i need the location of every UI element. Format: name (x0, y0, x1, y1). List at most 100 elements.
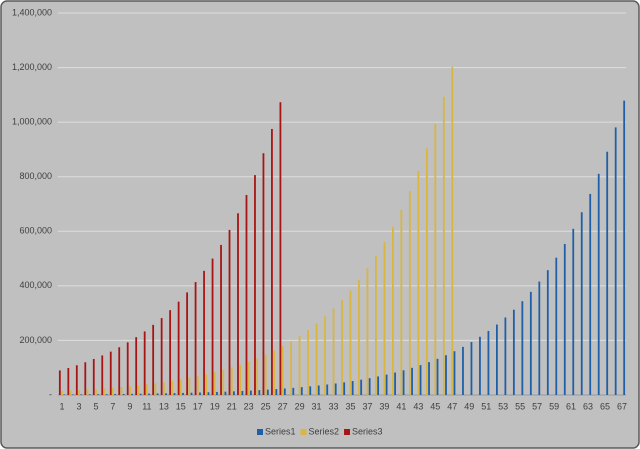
bar (400, 209, 403, 395)
bar (326, 384, 329, 395)
bar (179, 379, 182, 395)
bar (521, 301, 524, 395)
x-tick-label: 7 (110, 401, 115, 411)
bar (623, 100, 626, 395)
x-tick-label: 19 (210, 401, 220, 411)
bar (120, 387, 123, 395)
bar (247, 361, 250, 395)
y-tick-label: 600,000 (19, 226, 52, 236)
bar (283, 388, 286, 395)
bar (281, 346, 284, 395)
legend-marker (257, 429, 263, 435)
bar (300, 387, 303, 395)
bar (230, 367, 233, 395)
x-tick-label: 57 (532, 401, 542, 411)
bar (177, 301, 180, 395)
bar (169, 310, 172, 395)
bar (154, 383, 157, 395)
bar (126, 342, 129, 395)
x-tick-label: 45 (430, 401, 440, 411)
bar (451, 66, 454, 395)
bar (92, 358, 95, 395)
bar (419, 365, 422, 395)
bar (504, 317, 507, 395)
bar (343, 382, 346, 395)
x-tick-label: 43 (413, 401, 423, 411)
bar (165, 393, 167, 395)
x-tick-label: 15 (176, 401, 186, 411)
x-tick-label: 17 (193, 401, 203, 411)
bar (95, 388, 97, 395)
bar (112, 387, 114, 395)
bar (453, 351, 456, 395)
bar (462, 346, 464, 395)
bar (63, 394, 66, 395)
bar (224, 391, 227, 395)
x-tick-label: 13 (159, 401, 169, 411)
y-tick-label: 800,000 (19, 171, 52, 181)
bar (80, 394, 83, 395)
bar (109, 351, 112, 395)
bar (264, 354, 267, 395)
bar (358, 279, 360, 395)
bar (75, 365, 78, 395)
bar (239, 364, 242, 395)
bar (334, 383, 337, 395)
bar (341, 300, 343, 395)
bar (233, 391, 235, 395)
y-tick-label: - (49, 389, 52, 399)
bar (394, 372, 397, 395)
x-tick-label: 41 (396, 401, 406, 411)
bar (145, 384, 148, 395)
bar (262, 153, 265, 395)
bar (173, 393, 176, 395)
x-tick-label: 65 (600, 401, 610, 411)
bar (148, 393, 150, 395)
bar (190, 392, 193, 395)
bar (496, 324, 498, 395)
x-tick-label: 21 (227, 401, 237, 411)
bar (351, 381, 354, 395)
bar (436, 358, 439, 395)
bar (580, 212, 583, 395)
bar (97, 394, 100, 395)
bar (194, 282, 197, 395)
bar (375, 255, 377, 395)
bar (71, 394, 74, 395)
x-tick-label: 51 (481, 401, 491, 411)
bar (487, 330, 490, 395)
bar (392, 226, 394, 395)
bar (470, 342, 473, 395)
bar (129, 386, 131, 395)
bar (156, 393, 159, 395)
bar (245, 194, 248, 395)
bar (137, 385, 140, 395)
x-tick-label: 55 (515, 401, 525, 411)
bar (332, 308, 335, 395)
x-tick-label: 1 (60, 401, 65, 411)
x-tick-label: 27 (278, 401, 288, 411)
bar (143, 331, 146, 395)
bar (222, 369, 225, 395)
bar (171, 380, 174, 395)
bar (273, 350, 276, 395)
bar (563, 243, 566, 395)
bar (317, 385, 320, 395)
bar (411, 367, 413, 395)
bar (216, 391, 218, 395)
bar (479, 336, 481, 395)
bar (597, 173, 600, 395)
x-tick-label: 53 (498, 401, 508, 411)
x-tick-label: 61 (566, 401, 576, 411)
bar (203, 270, 205, 395)
x-tick-label: 29 (295, 401, 305, 411)
x-tick-label: 39 (379, 401, 389, 411)
bar (512, 309, 515, 395)
bar (385, 374, 388, 395)
bar (237, 213, 239, 395)
x-tick-label: 9 (127, 401, 132, 411)
bar (61, 390, 63, 395)
bar (186, 292, 188, 395)
bar (417, 170, 420, 395)
